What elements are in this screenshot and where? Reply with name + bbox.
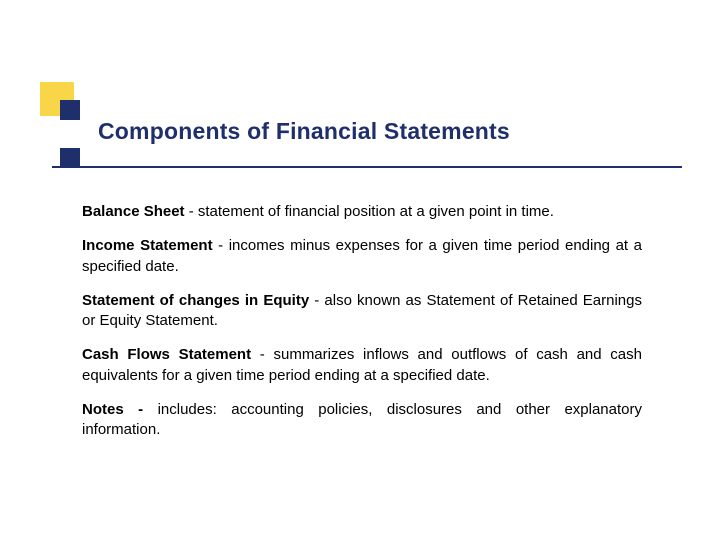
- list-item: Notes - includes: accounting policies, d…: [82, 400, 642, 441]
- content-area: Balance Sheet - statement of financial p…: [82, 202, 642, 454]
- list-item: Cash Flows Statement - summarizes inflow…: [82, 345, 642, 386]
- accent-navy-square-top: [60, 100, 80, 120]
- list-item: Statement of changes in Equity - also kn…: [82, 291, 642, 332]
- accent-navy-square-bottom: [60, 148, 80, 168]
- list-item: Balance Sheet - statement of financial p…: [82, 202, 642, 222]
- title-underline: [52, 166, 682, 168]
- list-item: Income Statement - incomes minus expense…: [82, 236, 642, 277]
- slide-title: Components of Financial Statements: [98, 118, 510, 145]
